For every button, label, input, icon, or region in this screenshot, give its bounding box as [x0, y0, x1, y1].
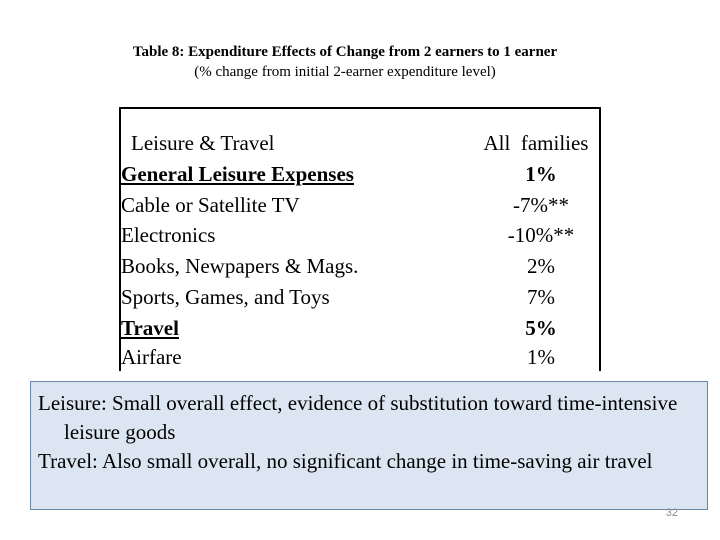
table-row: Travel 5% [121, 313, 599, 344]
row-label-general-leisure: General Leisure Expenses [121, 162, 354, 186]
table-row: Cable or Satellite TV -7%** [121, 190, 599, 221]
row-label-cable: Cable or Satellite TV [121, 193, 300, 217]
table-row: Sports, Games, and Toys 7% [121, 282, 599, 313]
table-row: Electronics -10%** [121, 220, 599, 251]
row-value-airfare: 1% [527, 345, 555, 369]
row-value-cable: -7%** [513, 193, 569, 217]
row-value-electronics: -10%** [507, 223, 575, 247]
table-header-row: Leisure & Travel All families [121, 128, 599, 159]
title-line-2: (% change from initial 2-earner expendit… [194, 64, 496, 80]
note-travel: Travel: Also small overall, no significa… [38, 449, 653, 473]
row-label-books: Books, Newpapers & Mags. [121, 254, 359, 278]
table-frame [119, 107, 601, 371]
table-row: Airfare 1% [121, 342, 599, 373]
row-label-travel: Travel [121, 316, 179, 340]
table-header-value: All families [483, 131, 589, 155]
row-label-sports: Sports, Games, and Toys [121, 285, 330, 309]
slide-title: Table 8: Expenditure Effects of Change f… [0, 42, 690, 82]
notes-box: Leisure: Small overall effect, evidence … [30, 381, 708, 510]
table-row: General Leisure Expenses 1% [121, 159, 599, 190]
table-row: Books, Newpapers & Mags. 2% [121, 251, 599, 282]
row-value-general-leisure: 1% [525, 162, 557, 186]
row-label-airfare: Airfare [121, 345, 182, 369]
note-leisure: Leisure: Small overall effect, evidence … [38, 391, 678, 444]
row-value-sports: 7% [527, 285, 555, 309]
row-value-books: 2% [527, 254, 555, 278]
table-header-label: Leisure & Travel [131, 131, 275, 155]
page-number: 32 [665, 507, 678, 519]
title-line-1: Table 8: Expenditure Effects of Change f… [132, 44, 558, 60]
row-value-travel: 5% [525, 316, 557, 340]
row-label-electronics: Electronics [121, 223, 216, 247]
